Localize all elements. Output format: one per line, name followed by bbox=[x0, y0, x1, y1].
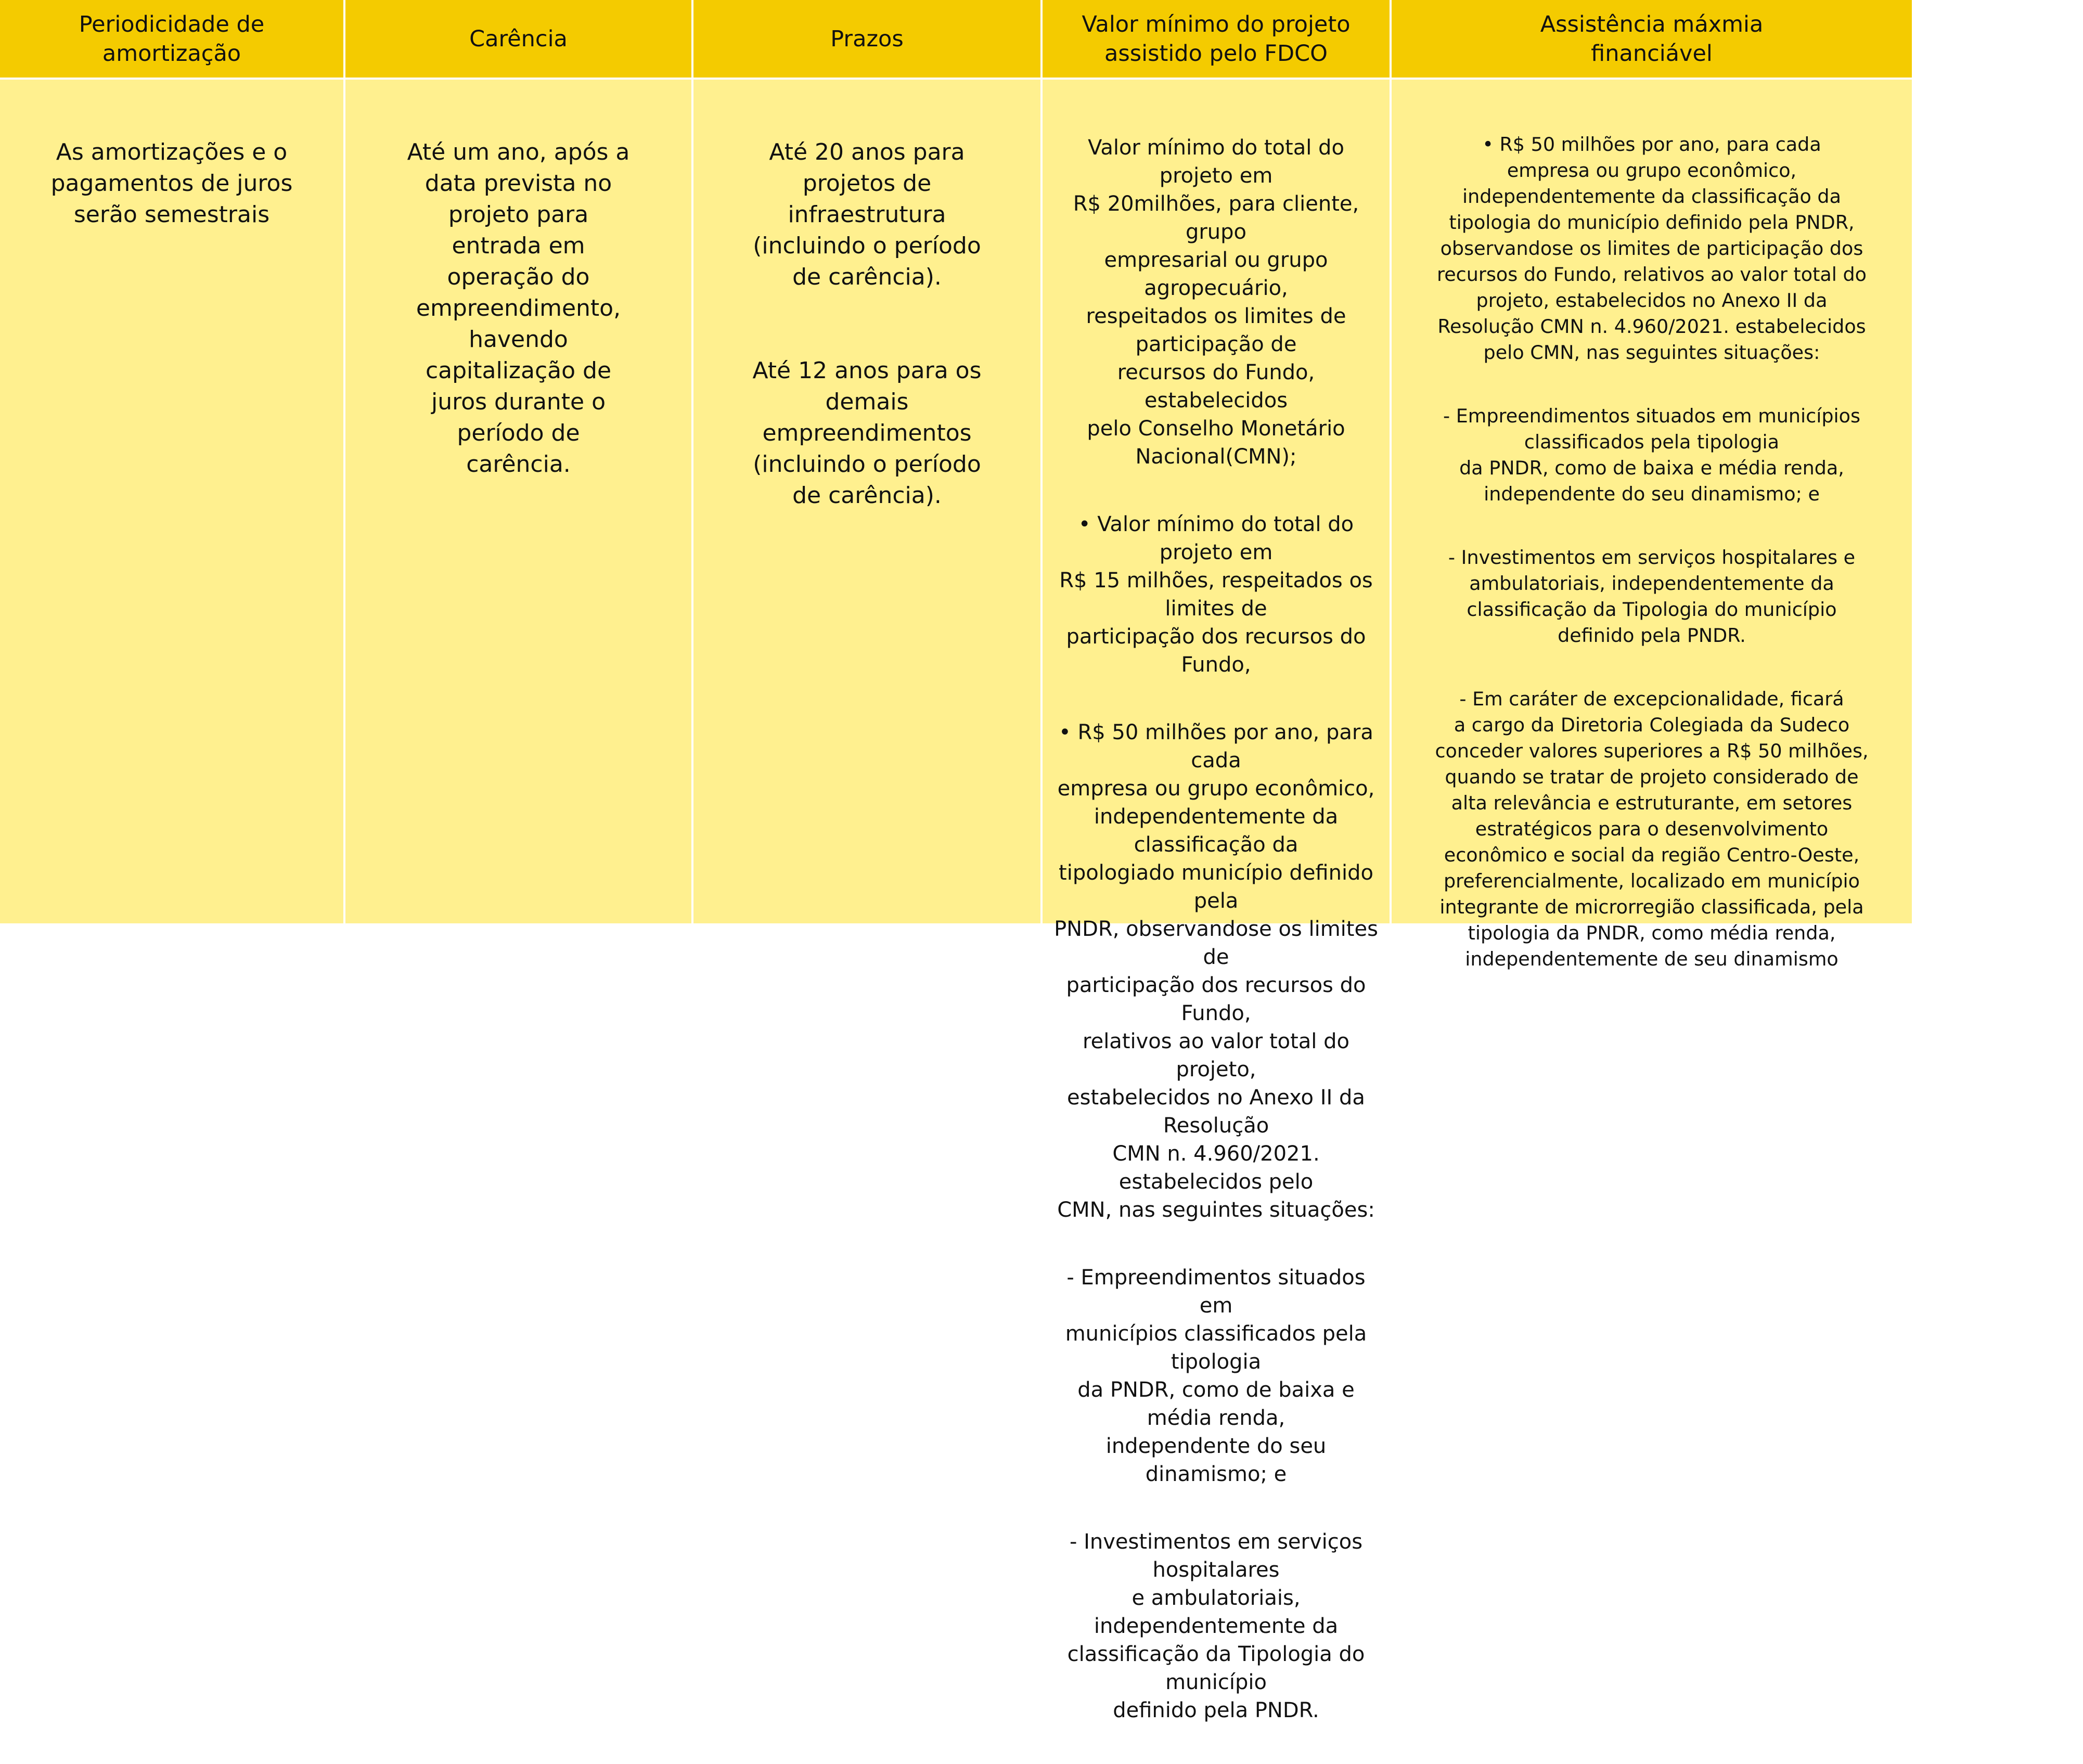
financing-conditions-table: Periodicidade de amortização Carência Pr… bbox=[0, 0, 1912, 1722]
header-valor-minimo: Valor mínimo do projeto assistido pelo F… bbox=[1043, 0, 1390, 78]
cell-paragraph: - Em caráter de excepcionalidade, ficará… bbox=[1435, 688, 1869, 970]
cell-paragraph: - Investimentos em serviços hospitalares… bbox=[1067, 1530, 1365, 1722]
cell-carencia: Até um ano, após a data prevista no proj… bbox=[345, 80, 691, 923]
cell-text: As amortizações e o pagamentos de juros … bbox=[50, 139, 293, 228]
cell-valor-minimo: Valor mínimo do total do projeto em R$ 2… bbox=[1043, 80, 1390, 1722]
cell-text-demais: Até 12 anos para os demais empreendiment… bbox=[752, 357, 982, 509]
cell-periodicidade: As amortizações e o pagamentos de juros … bbox=[0, 80, 343, 923]
header-periodicidade: Periodicidade de amortização bbox=[0, 0, 343, 78]
header-prazos: Prazos bbox=[693, 0, 1040, 78]
cell-text: Até um ano, após a data prevista no proj… bbox=[407, 139, 630, 478]
cell-paragraph: • Valor mínimo do total do projeto em R$… bbox=[1059, 512, 1373, 677]
cell-paragraph: • R$ 50 milhões por ano, para cada empre… bbox=[1054, 720, 1378, 1222]
cell-paragraph: - Empreendimentos situados em municípios… bbox=[1065, 1266, 1367, 1486]
header-assistencia-maxima: Assistência máxmia financiável bbox=[1392, 0, 1912, 78]
cell-prazos: Até 20 anos para projetos de infraestrut… bbox=[693, 80, 1040, 923]
cell-paragraph: - Empreendimentos situados em municípios… bbox=[1443, 405, 1861, 505]
header-carencia: Carência bbox=[345, 0, 691, 78]
cell-assistencia-maxima: • R$ 50 milhões por ano, para cada empre… bbox=[1392, 80, 1912, 970]
cell-paragraph: • R$ 50 milhões por ano, para cada empre… bbox=[1437, 133, 1867, 364]
cell-paragraph: Valor mínimo do total do projeto em R$ 2… bbox=[1073, 136, 1359, 469]
cell-paragraph: - Investimentos em serviços hospitalares… bbox=[1448, 546, 1856, 647]
cell-text-infraestrutura: Até 20 anos para projetos de infraestrut… bbox=[753, 139, 981, 290]
